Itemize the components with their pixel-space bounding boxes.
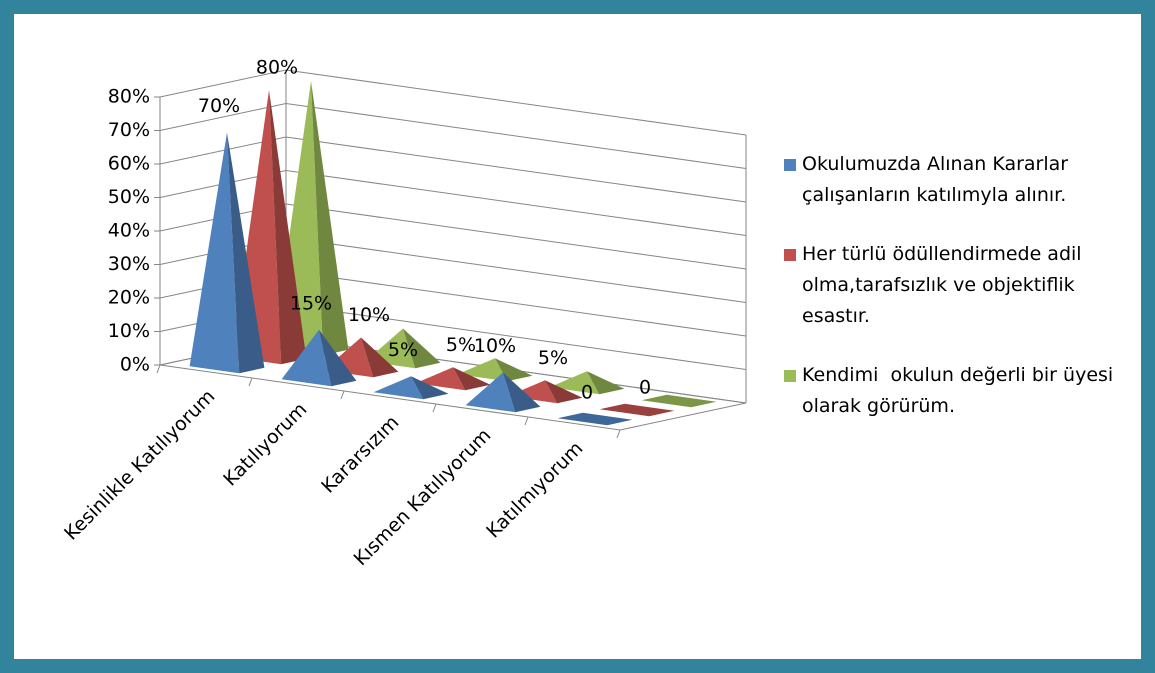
data-label: 70%	[198, 95, 240, 117]
legend-swatch	[784, 159, 796, 171]
y-tick-label: 80%	[108, 86, 150, 108]
y-tick-label: 50%	[108, 186, 150, 208]
legend-swatch	[784, 370, 796, 382]
y-tick-label: 40%	[108, 220, 150, 242]
chart-panel: 0% 10% 20% 30% 40% 50% 60% 70% 80% Kesinlikle Kat…	[14, 14, 1141, 659]
x-tick-label: Kesinlikle Katılıyorum	[60, 385, 219, 544]
legend-label: Okulumuzda Alınan Kararlar çalışanların …	[802, 153, 1075, 206]
pyramid-front	[281, 329, 332, 387]
pyramid-side	[361, 337, 399, 378]
pyramid-front	[465, 372, 516, 413]
y-tick-label: 10%	[108, 320, 150, 342]
y-tick-label: 0%	[120, 354, 150, 376]
legend-entry: Kendimi okulun değerli bir üyesi olarak …	[784, 360, 1129, 422]
x-tick	[432, 403, 437, 413]
y-tick-label: 30%	[108, 253, 150, 275]
pyramid-side	[545, 380, 583, 404]
pyramid-side	[227, 132, 265, 374]
pyramid-base	[599, 403, 675, 417]
grid-line	[159, 102, 747, 169]
data-label: 80%	[256, 57, 298, 79]
legend-label: Her türlü ödüllendirmede adil olma,taraf…	[802, 243, 1088, 327]
y-tick-label: 70%	[108, 119, 150, 141]
pyramid-side	[453, 367, 491, 391]
x-tick-label: Katılıyorum	[219, 398, 311, 490]
grid-line	[159, 136, 747, 203]
legend-label: Kendimi okulun değerli bir üyesi olarak …	[802, 364, 1120, 417]
legend-entry: Okulumuzda Alınan Kararlar çalışanların …	[784, 149, 1129, 211]
x-tick	[340, 390, 345, 400]
pyramid-side	[403, 328, 441, 369]
grid-line	[159, 69, 747, 136]
pyramid-side	[269, 90, 307, 365]
pyramid-side	[319, 329, 357, 387]
pyramid-side	[311, 81, 349, 356]
legend-swatch	[784, 249, 796, 261]
pyramid-front	[189, 132, 240, 374]
pyramid-base	[557, 412, 633, 426]
data-label: 15%	[290, 292, 332, 314]
data-label: 0	[581, 382, 593, 404]
x-tick	[156, 364, 161, 374]
data-label: 10%	[348, 304, 390, 326]
pyramid-side	[587, 371, 625, 395]
grid-line	[159, 203, 747, 270]
pyramid-side	[411, 376, 449, 400]
pyramid-side	[503, 372, 541, 413]
y-tick-label: 20%	[108, 287, 150, 309]
pyramid-base	[641, 394, 717, 408]
chart: 0% 10% 20% 30% 40% 50% 60% 70% 80% Kesinlikle Kat…	[60, 57, 747, 570]
x-tick-label: Katılmıyorum	[482, 437, 587, 542]
data-label: 0	[639, 377, 651, 399]
x-tick	[524, 416, 529, 426]
data-label: 5%	[446, 334, 476, 356]
data-label: 5%	[538, 347, 568, 369]
pyramid-front	[373, 376, 424, 400]
data-label: 10%	[474, 335, 516, 357]
legend: Okulumuzda Alınan Kararlar çalışanların …	[784, 149, 1129, 450]
y-tick-label: 60%	[108, 153, 150, 175]
x-tick	[616, 429, 621, 439]
legend-entry: Her türlü ödüllendirmede adil olma,taraf…	[784, 239, 1129, 332]
x-tick-label: Kararsızım	[317, 411, 403, 497]
x-tick	[248, 377, 253, 387]
grid-line	[159, 169, 747, 236]
data-label: 5%	[388, 339, 418, 361]
